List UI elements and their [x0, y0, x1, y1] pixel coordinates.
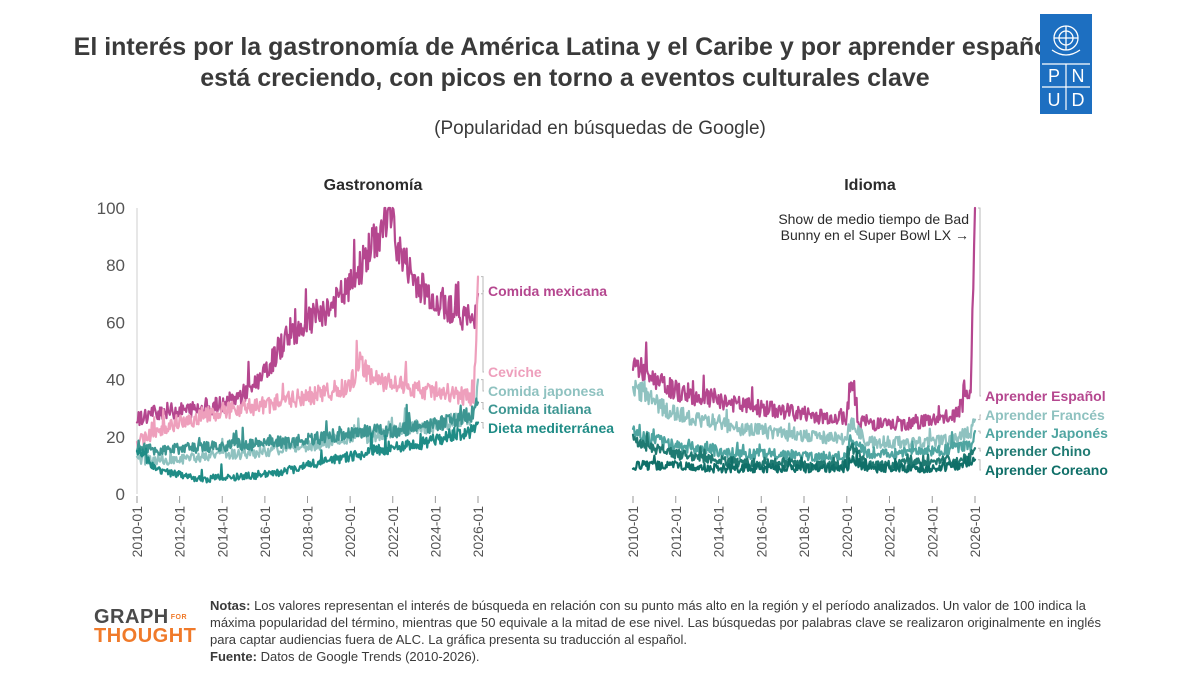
logo-letter: D: [1072, 90, 1085, 110]
annotation-text: Bunny en el Super Bowl LX →: [781, 227, 969, 243]
series-label-connector: [978, 430, 981, 434]
notes-label: Notas:: [210, 598, 251, 613]
series-line: [135, 378, 480, 466]
panel-title: Gastronomía: [324, 177, 423, 194]
source-text: Datos de Google Trends (2010-2026).: [260, 649, 480, 664]
x-tick-label: 2018-01: [300, 506, 316, 558]
y-tick-label: 100: [97, 199, 125, 218]
series-line: [135, 421, 480, 484]
x-tick-label: 2022-01: [882, 506, 898, 558]
x-tick-label: 2024-01: [924, 506, 940, 558]
x-tick-label: 2020-01: [342, 506, 358, 558]
series-label: Aprender Español: [985, 388, 1106, 404]
x-tick-label: 2012-01: [668, 506, 684, 558]
chart-subtitle: (Popularidad en búsquedas de Google): [434, 118, 766, 139]
logo-letter: N: [1072, 66, 1085, 86]
brand-top: GRAPH: [94, 606, 169, 628]
series-label-connector: [481, 422, 484, 429]
y-tick-label: 0: [116, 485, 125, 504]
series-label: Aprender Japonés: [985, 425, 1108, 441]
series-label: Ceviche: [488, 364, 542, 380]
series-label: Comida mexicana: [488, 283, 607, 299]
series-line: [631, 423, 977, 463]
x-tick-label: 2010-01: [625, 506, 641, 558]
x-tick-label: 2024-01: [427, 506, 443, 558]
source-label: Fuente:: [210, 649, 257, 664]
brand-bottom: THOUGHT: [94, 625, 197, 647]
series-label: Dieta mediterránea: [488, 420, 614, 436]
x-tick-label: 2010-01: [129, 506, 145, 558]
series-label-connector: [978, 207, 981, 397]
series-label-connector: [481, 379, 484, 392]
series-label: Comida italiana: [488, 401, 592, 417]
logo-letter: P: [1048, 66, 1060, 86]
y-tick-label: 20: [106, 428, 125, 447]
logo-letter: U: [1048, 90, 1061, 110]
series-line: [631, 379, 977, 450]
x-tick-label: 2020-01: [839, 506, 855, 558]
pnud-logo: P N U D: [1040, 14, 1092, 114]
x-tick-label: 2026-01: [967, 506, 983, 558]
annotation-text: Show de medio tiempo de Bad: [778, 211, 969, 227]
series-label-connector: [978, 447, 981, 452]
series-label-connector: [978, 414, 981, 421]
series-label: Aprender Coreano: [985, 462, 1108, 478]
un-emblem-icon: [1051, 25, 1081, 56]
series-line: [135, 275, 480, 449]
x-tick-label: 2026-01: [470, 506, 486, 558]
y-tick-label: 40: [106, 371, 125, 390]
series-line: [135, 397, 480, 456]
y-tick-label: 60: [106, 313, 125, 332]
y-tick-label: 80: [106, 256, 125, 275]
x-tick-label: 2016-01: [753, 506, 769, 558]
series-line: [631, 450, 977, 474]
brand-for: FOR: [170, 614, 188, 621]
series-label-connector: [978, 459, 981, 471]
x-tick-label: 2012-01: [172, 506, 188, 558]
panel-title: Idioma: [844, 177, 896, 194]
series-line: [631, 206, 977, 432]
footnotes: Notas: Los valores representan el interé…: [210, 597, 1110, 665]
graph-for-thought-logo: GRAPH FOR THOUGHT: [94, 606, 197, 647]
series-label: Aprender Chino: [985, 443, 1091, 459]
x-tick-label: 2014-01: [711, 506, 727, 558]
x-tick-label: 2014-01: [214, 506, 230, 558]
x-tick-label: 2016-01: [257, 506, 273, 558]
x-tick-label: 2022-01: [385, 506, 401, 558]
x-tick-label: 2018-01: [796, 506, 812, 558]
series-label-connector: [481, 402, 484, 410]
series-label: Aprender Francés: [985, 407, 1105, 423]
notes-text: Los valores representan el interés de bú…: [210, 598, 1102, 647]
chart-title: El interés por la gastronomía de América…: [73, 33, 1057, 92]
series-label: Comida japonesa: [488, 383, 604, 399]
series-line: [135, 206, 480, 427]
series-label-connector: [481, 276, 484, 373]
